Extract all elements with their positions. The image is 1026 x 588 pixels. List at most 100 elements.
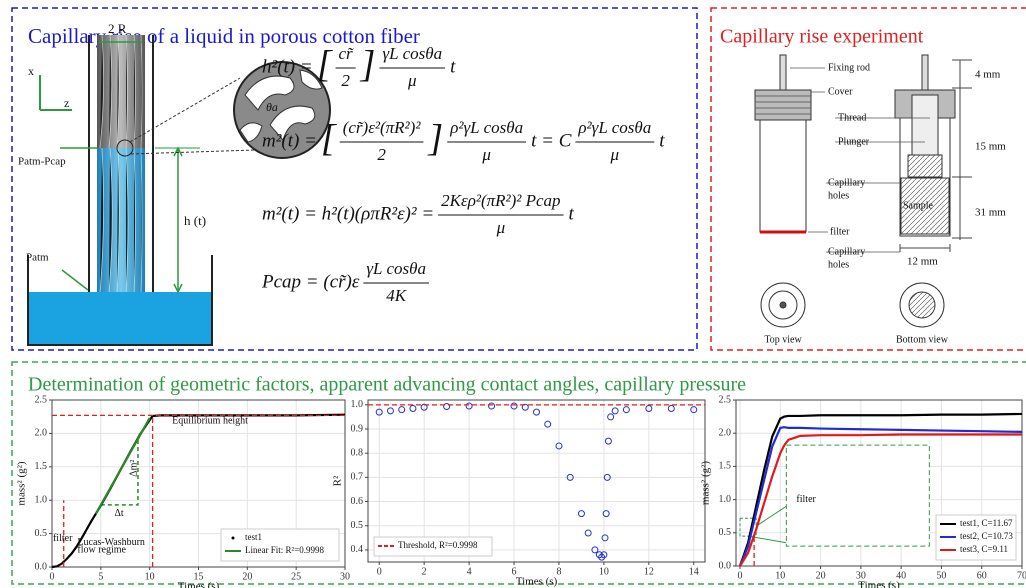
y-tick-label: 1.0	[35, 494, 48, 505]
chart: 0.00.51.01.52.02.5010203040506070Times (…	[700, 394, 1026, 588]
equation-denominator: 2	[341, 71, 350, 90]
device-label: holes	[828, 259, 849, 270]
equation-text: t	[569, 203, 575, 224]
legend-label: Threshold, R²=0.9998	[398, 540, 478, 550]
annotation: flow regime	[77, 545, 126, 556]
y-axis-label: mass² (g²)	[700, 461, 712, 506]
y-tick-label: 1.0	[351, 399, 364, 410]
x-tick-label: 70	[1017, 570, 1026, 581]
angle-label: θa	[266, 100, 278, 114]
y-tick-label: 2.0	[35, 428, 48, 439]
equation-denominator: μ	[407, 71, 417, 90]
equation-text: t	[450, 56, 456, 77]
dimension-label: 4 mm	[975, 69, 1001, 81]
device-label: Thread	[838, 112, 866, 123]
x-tick-label: 20	[816, 570, 826, 581]
x-tick-label: 4	[467, 566, 472, 577]
equation-numerator: γL cosθa	[366, 259, 426, 278]
equation-text: h²(t) =	[262, 56, 313, 77]
annotation: filter	[53, 533, 73, 544]
y-tick-label: 2.5	[719, 394, 732, 405]
equation-text: [	[321, 118, 338, 160]
x-tick-label: 0	[50, 571, 55, 582]
capillary-illustration	[28, 35, 330, 345]
pressure-label: Patm	[26, 252, 49, 264]
annotation: Equilibrium height	[172, 416, 248, 427]
y-tick-label: 0.5	[35, 528, 48, 539]
x-tick-label: 10	[145, 571, 155, 582]
legend-label: test2, C=10.73	[960, 531, 1013, 541]
y-tick-label: 1.0	[719, 494, 732, 505]
equation-text: Pcap = (cr̃)ε	[261, 271, 360, 292]
device-label: Fixing rod	[828, 62, 870, 73]
device-label: filter	[830, 226, 850, 237]
equation-text: m²(t) = h²(t)(ρπR²ε)² =	[262, 203, 434, 224]
x-tick-label: 2	[422, 566, 427, 577]
equation-text: [	[317, 44, 334, 86]
equation-denominator: 4K	[386, 286, 408, 305]
y-tick-label: 1.5	[35, 461, 48, 472]
equation-numerator: (cr̃)ε²(πR²)²	[343, 118, 422, 137]
device-label: Plunger	[838, 136, 870, 147]
x-axis-label: Times (s)	[178, 581, 220, 588]
equation-denominator: μ	[610, 145, 620, 164]
axis-label: x	[28, 64, 34, 78]
annotation: Δt	[115, 508, 124, 519]
y-tick-label: 0.0	[35, 561, 48, 572]
figure: Capillary rise of a liquid in porous cot…	[0, 0, 1026, 588]
y-tick-label: 0.0	[719, 560, 732, 571]
device-label: holes	[828, 190, 849, 201]
equation-denominator: 2	[377, 145, 386, 164]
annotation: Δm²	[128, 460, 139, 477]
x-tick-label: 20	[242, 571, 252, 582]
x-tick-label: 30	[340, 571, 350, 582]
y-tick-label: 2.0	[719, 427, 732, 438]
view-label: Bottom view	[896, 334, 949, 345]
annotation: filter	[796, 494, 816, 505]
y-axis-label: mass² (g²)	[16, 461, 28, 506]
equation-text: m²(t) =	[262, 130, 317, 151]
device-illustration	[755, 55, 972, 327]
y-tick-label: 1.5	[719, 461, 732, 472]
equation-denominator: μ	[481, 145, 491, 164]
device-label: Sample	[903, 200, 934, 211]
dimension-label: 15 mm	[975, 141, 1006, 153]
legend-label: test1	[245, 532, 262, 542]
x-tick-label: 10	[599, 566, 609, 577]
y-tick-label: 0.6	[351, 496, 364, 507]
y-tick-label: 0.5	[719, 527, 732, 538]
y-tick-label: 2.5	[35, 394, 48, 405]
x-tick-label: 0	[377, 566, 382, 577]
device-label: Cover	[828, 86, 853, 97]
height-label: h (t)	[184, 213, 206, 228]
equation-numerator: γL cosθa	[382, 44, 442, 63]
device-label: Capillary	[828, 246, 865, 257]
x-tick-label: 10	[775, 570, 785, 581]
x-axis-label: Times (s)	[858, 580, 900, 588]
x-tick-label: 25	[291, 571, 301, 582]
pressure-label: Patm-Pcap	[18, 156, 66, 168]
equation-text: ]	[427, 118, 443, 160]
x-tick-label: 14	[689, 566, 699, 577]
x-tick-label: 0	[738, 570, 743, 581]
y-axis-label: R²	[332, 475, 344, 486]
equation-denominator: μ	[496, 218, 506, 237]
legend-label: test3, C=9.11	[960, 544, 1008, 554]
panel-frame	[711, 8, 1026, 350]
equations: h²(t) = [ cr̃ 2] γL cosθa μ t m²(t) = [ (cr̃)ε²…	[261, 44, 665, 305]
axis-label: z	[64, 96, 69, 110]
x-tick-label: 60	[977, 570, 987, 581]
dimension-label: 12 mm	[907, 256, 938, 268]
diameter-label: 2 R	[108, 21, 127, 36]
x-tick-label: 12	[644, 566, 654, 577]
chart: 0.40.50.60.70.80.91.002468101214Times (s…	[332, 399, 705, 587]
equation-text: t	[659, 130, 665, 151]
legend-swatch	[232, 537, 235, 540]
equation-text: ]	[360, 44, 376, 86]
equation-numerator: 2Kερ²(πR²)² Pcap	[441, 191, 560, 210]
equation-numerator: ρ²γL cosθa	[449, 118, 523, 137]
equation-numerator: cr̃	[339, 44, 354, 63]
panel-title: Determination of geometric factors, appa…	[28, 374, 746, 396]
legend-label: Linear Fit: R²=0.9998	[245, 545, 325, 555]
equation-numerator: ρ²γL cosθa	[577, 118, 651, 137]
